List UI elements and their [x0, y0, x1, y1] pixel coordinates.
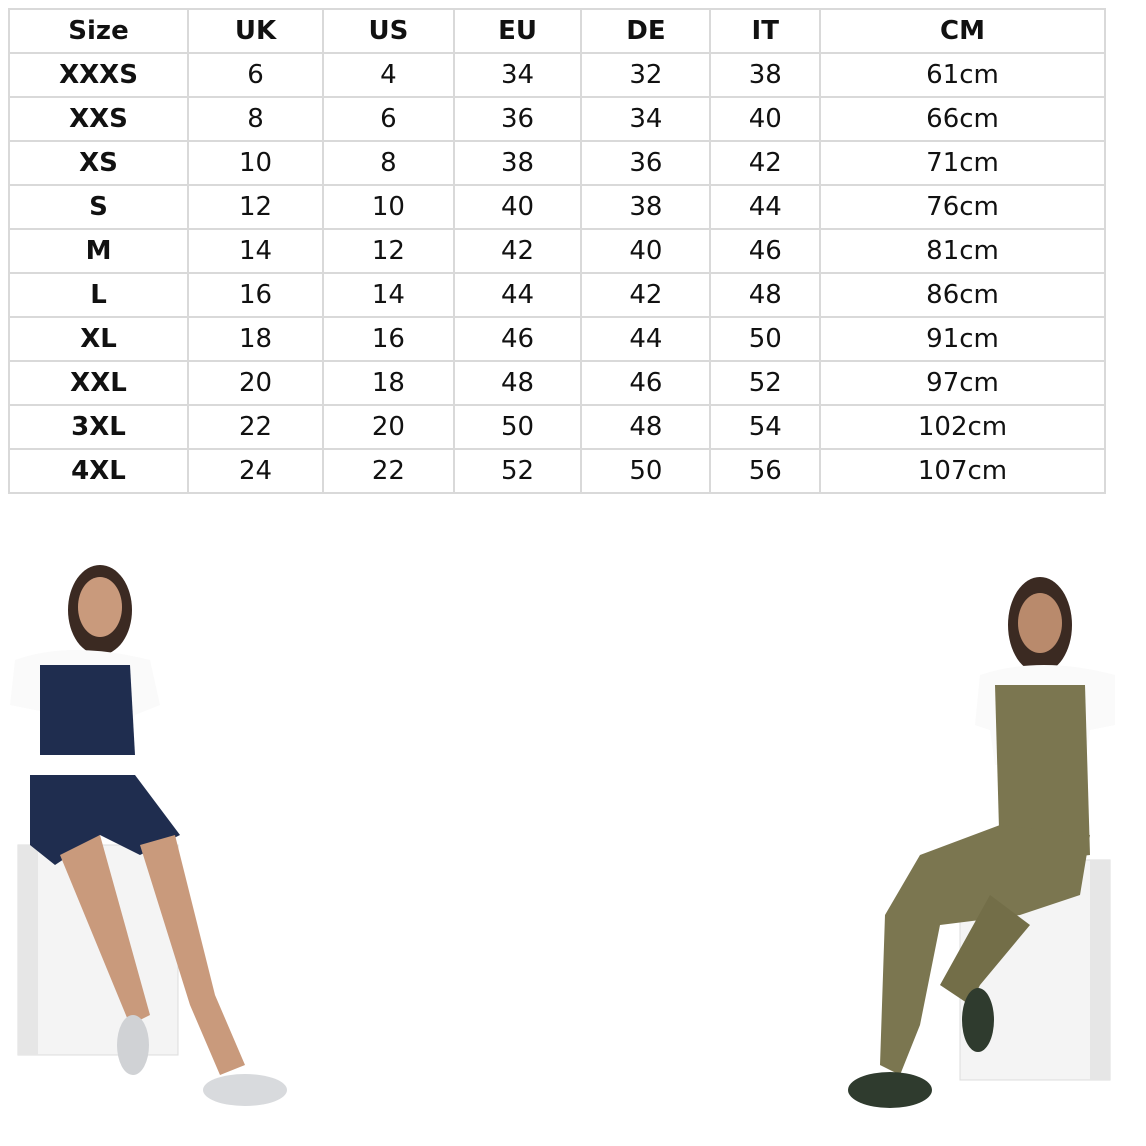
size-value-cell: 76cm	[819, 184, 1106, 230]
column-header-cm: CM	[819, 8, 1106, 54]
size-value-cell: 50	[580, 448, 712, 494]
size-label-cell: XXS	[8, 96, 189, 142]
size-value-cell: 6	[322, 96, 455, 142]
model-photo-khaki-dungarees	[848, 577, 1115, 1108]
size-value-cell: 12	[322, 228, 455, 274]
size-value-cell: 8	[322, 140, 455, 186]
size-value-cell: 66cm	[819, 96, 1106, 142]
size-value-cell: 44	[452, 272, 583, 318]
size-value-cell: 102cm	[819, 404, 1106, 450]
size-value-cell: 71cm	[819, 140, 1106, 186]
table-row: 3XL 22 20 50 48 54 102cm	[8, 404, 1106, 450]
size-label-cell: XL	[8, 316, 189, 362]
size-value-cell: 14	[322, 272, 455, 318]
column-header-us: US	[322, 8, 455, 54]
size-value-cell: 52	[709, 360, 822, 406]
size-label-cell: S	[8, 184, 189, 230]
size-value-cell: 40	[452, 184, 583, 230]
size-value-cell: 10	[186, 140, 325, 186]
column-header-uk: UK	[186, 8, 325, 54]
size-value-cell: 36	[580, 140, 712, 186]
size-label-cell: XXXS	[8, 52, 189, 98]
size-value-cell: 46	[709, 228, 822, 274]
size-label-cell: M	[8, 228, 189, 274]
size-label-cell: 3XL	[8, 404, 189, 450]
size-value-cell: 42	[709, 140, 822, 186]
size-value-cell: 46	[580, 360, 712, 406]
size-value-cell: 18	[322, 360, 455, 406]
size-value-cell: 20	[322, 404, 455, 450]
size-value-cell: 16	[322, 316, 455, 362]
size-value-cell: 42	[580, 272, 712, 318]
column-header-eu: EU	[452, 8, 583, 54]
size-label-cell: XS	[8, 140, 189, 186]
size-value-cell: 81cm	[819, 228, 1106, 274]
size-value-cell: 91cm	[819, 316, 1106, 362]
size-value-cell: 54	[709, 404, 822, 450]
table-row: XXXS 6 4 34 32 38 61cm	[8, 52, 1106, 98]
size-label-cell: XXL	[8, 360, 189, 406]
table-row: S 12 10 40 38 44 76cm	[8, 184, 1106, 230]
size-value-cell: 32	[580, 52, 712, 98]
size-value-cell: 6	[186, 52, 325, 98]
size-value-cell: 40	[580, 228, 712, 274]
size-value-cell: 18	[186, 316, 325, 362]
size-value-cell: 52	[452, 448, 583, 494]
size-value-cell: 40	[709, 96, 822, 142]
size-value-cell: 56	[709, 448, 822, 494]
size-value-cell: 16	[186, 272, 325, 318]
column-header-de: DE	[580, 8, 712, 54]
table-row: L 16 14 44 42 48 86cm	[8, 272, 1106, 318]
size-value-cell: 24	[186, 448, 325, 494]
size-value-cell: 8	[186, 96, 325, 142]
size-value-cell: 42	[452, 228, 583, 274]
size-value-cell: 38	[452, 140, 583, 186]
size-value-cell: 34	[452, 52, 583, 98]
table-row: XXL 20 18 48 46 52 97cm	[8, 360, 1106, 406]
table-header-row: Size UK US EU DE IT CM	[8, 8, 1106, 54]
size-value-cell: 22	[322, 448, 455, 494]
size-value-cell: 20	[186, 360, 325, 406]
size-value-cell: 44	[709, 184, 822, 230]
size-value-cell: 4	[322, 52, 455, 98]
size-value-cell: 48	[709, 272, 822, 318]
table-row: XXS 8 6 36 34 40 66cm	[8, 96, 1106, 142]
size-value-cell: 50	[709, 316, 822, 362]
size-value-cell: 48	[452, 360, 583, 406]
model-photo-denim-shorts	[10, 565, 287, 1106]
table-row: XL 18 16 46 44 50 91cm	[8, 316, 1106, 362]
size-value-cell: 38	[580, 184, 712, 230]
size-value-cell: 86cm	[819, 272, 1106, 318]
table-row: XS 10 8 38 36 42 71cm	[8, 140, 1106, 186]
column-header-it: IT	[709, 8, 822, 54]
size-value-cell: 10	[322, 184, 455, 230]
size-value-cell: 48	[580, 404, 712, 450]
table-row: M 14 12 42 40 46 81cm	[8, 228, 1106, 274]
size-value-cell: 12	[186, 184, 325, 230]
size-value-cell: 36	[452, 96, 583, 142]
column-header-size: Size	[8, 8, 189, 54]
size-value-cell: 22	[186, 404, 325, 450]
table-row: 4XL 24 22 52 50 56 107cm	[8, 448, 1106, 494]
size-value-cell: 46	[452, 316, 583, 362]
size-value-cell: 107cm	[819, 448, 1106, 494]
size-label-cell: 4XL	[8, 448, 189, 494]
size-value-cell: 44	[580, 316, 712, 362]
size-value-cell: 38	[709, 52, 822, 98]
size-value-cell: 34	[580, 96, 712, 142]
size-value-cell: 50	[452, 404, 583, 450]
size-value-cell: 61cm	[819, 52, 1106, 98]
size-value-cell: 97cm	[819, 360, 1106, 406]
size-chart-table: Size UK US EU DE IT CM XXXS 6 4 34 32 38 61cm XXS 8 6 36…	[8, 8, 1106, 494]
size-value-cell: 14	[186, 228, 325, 274]
size-label-cell: L	[8, 272, 189, 318]
